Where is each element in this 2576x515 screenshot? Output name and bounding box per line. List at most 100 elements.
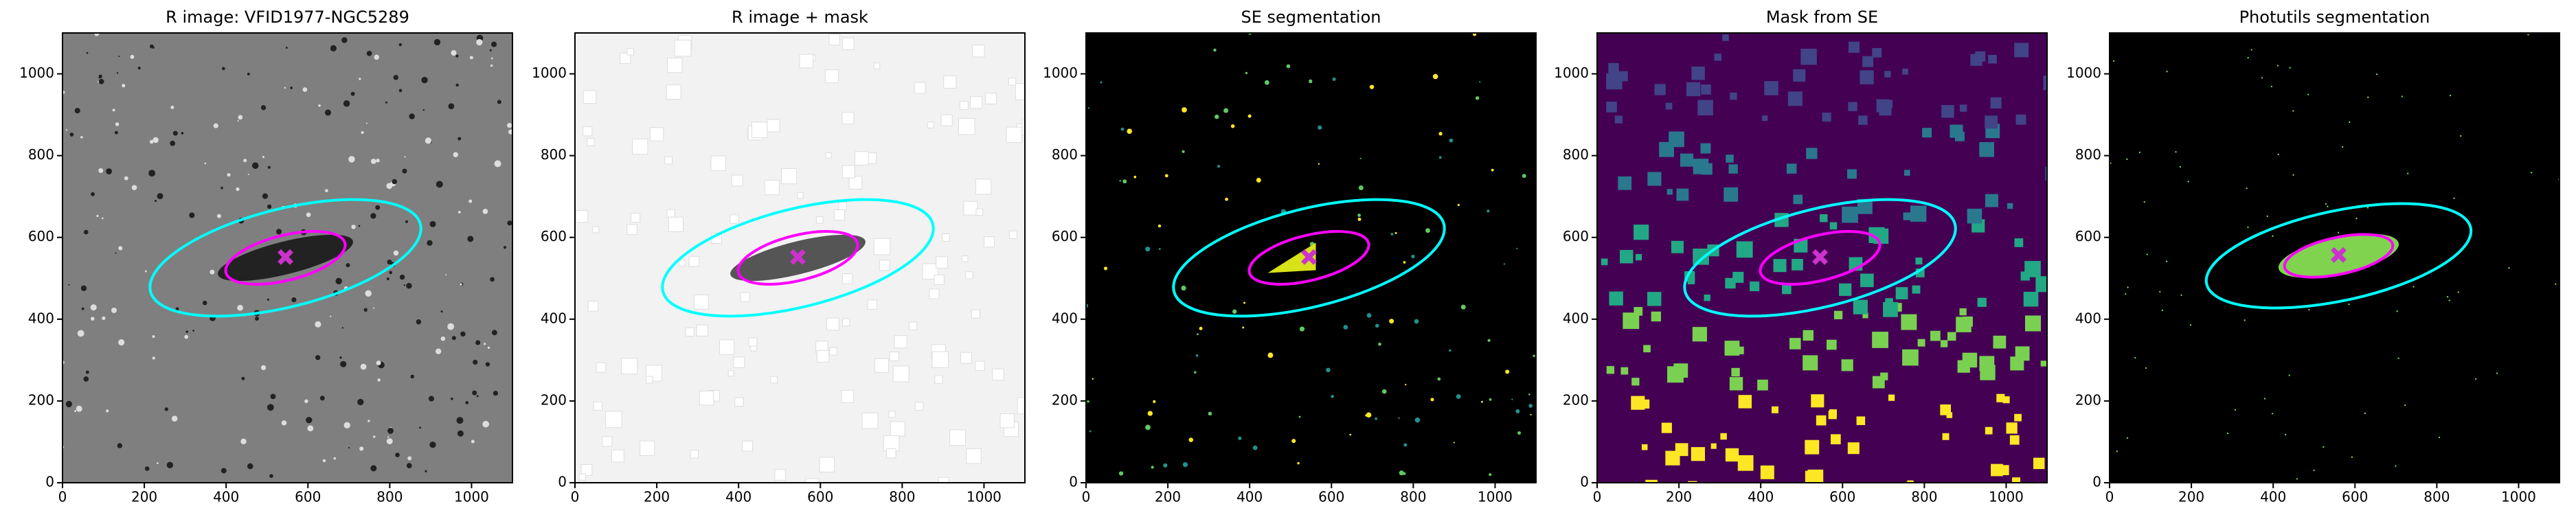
star xyxy=(460,283,462,286)
mask-patch xyxy=(1006,126,1023,144)
x-tick-label: 800 xyxy=(1400,489,1426,505)
segment xyxy=(1267,352,1274,358)
star xyxy=(144,270,147,273)
star xyxy=(319,396,325,401)
segment xyxy=(2146,253,2148,255)
x-tick-label: 0 xyxy=(58,489,67,505)
star xyxy=(483,343,486,345)
star xyxy=(341,327,344,329)
x-tick-label: 200 xyxy=(1155,489,1181,505)
segment xyxy=(2323,446,2325,448)
segment xyxy=(2406,172,2409,174)
mask-patch xyxy=(797,192,804,199)
segment xyxy=(1503,263,1506,265)
star xyxy=(341,37,348,43)
y-tick-label: 1000 xyxy=(1043,65,1078,81)
mask-patch xyxy=(668,216,684,232)
y-tick-label: 1000 xyxy=(2066,65,2101,81)
mask-patch xyxy=(1941,104,1954,118)
star xyxy=(365,122,368,124)
y-tick-label: 600 xyxy=(28,228,54,244)
aperture-ellipse xyxy=(224,230,347,286)
mask-patch xyxy=(1910,205,1927,222)
star xyxy=(157,193,163,200)
star xyxy=(114,130,118,135)
mask-patch xyxy=(688,255,700,267)
segment xyxy=(2244,319,2246,321)
mask-patch xyxy=(742,440,753,452)
mask-patch xyxy=(593,401,603,411)
star xyxy=(130,54,135,59)
star xyxy=(118,246,123,251)
star xyxy=(65,129,68,131)
mask-patch xyxy=(667,57,683,73)
star xyxy=(455,83,459,87)
star xyxy=(262,193,269,199)
y-tick-label: 0 xyxy=(45,474,54,490)
segment xyxy=(2366,207,2369,209)
star xyxy=(373,435,376,438)
segment xyxy=(1425,228,1430,233)
mask-patch xyxy=(781,168,798,185)
mask-patch xyxy=(1654,84,1666,95)
mask-patch xyxy=(2045,166,2047,181)
star xyxy=(170,105,174,109)
star xyxy=(116,72,119,74)
mask-patch xyxy=(914,82,926,94)
mask-patch xyxy=(855,151,869,165)
star xyxy=(152,335,155,339)
star xyxy=(330,45,337,52)
star xyxy=(429,441,436,448)
x-tick-label: 800 xyxy=(1911,489,1937,505)
segment xyxy=(2351,456,2353,458)
segment xyxy=(1163,463,1168,468)
mask-patch xyxy=(1726,154,1734,163)
star xyxy=(436,181,443,188)
mask-patch xyxy=(2024,261,2041,277)
mask-patch xyxy=(848,176,863,190)
mask-patch xyxy=(829,347,838,356)
mask-patch xyxy=(940,114,953,126)
segment xyxy=(2112,60,2115,62)
mask-patch xyxy=(1620,250,1634,264)
star xyxy=(144,466,150,471)
center-marker xyxy=(790,249,806,265)
y-tick-label: 400 xyxy=(541,310,567,326)
segment xyxy=(1247,114,1252,118)
mask-patch xyxy=(1730,92,1737,100)
star xyxy=(267,204,272,209)
star xyxy=(98,74,102,78)
mask-patch xyxy=(949,429,967,446)
segment xyxy=(2276,65,2279,67)
mask-patch xyxy=(626,224,637,236)
mask-patch xyxy=(841,318,850,327)
mask-patch xyxy=(975,179,992,195)
y-tick-label: 600 xyxy=(1563,228,1589,244)
y-tick-label: 0 xyxy=(1580,474,1589,490)
panel-image xyxy=(575,33,1025,483)
star xyxy=(476,38,483,46)
segment xyxy=(1199,326,1203,330)
mask-patch xyxy=(1691,447,1705,461)
mask-patch xyxy=(1988,54,1997,64)
star xyxy=(90,304,97,311)
mask-patch xyxy=(1940,340,1948,347)
mask-patch xyxy=(1793,194,1803,205)
mask-patch xyxy=(1693,249,1709,265)
star xyxy=(453,152,459,157)
segment xyxy=(1182,150,1185,153)
star xyxy=(340,360,347,367)
mask-patch xyxy=(1879,102,1892,116)
segment xyxy=(1092,378,1094,380)
star xyxy=(247,463,253,470)
star xyxy=(490,277,495,282)
segment xyxy=(1182,107,1187,113)
y-tick-label: 1000 xyxy=(19,65,54,81)
star xyxy=(447,323,455,330)
segment xyxy=(1242,326,1245,329)
segment xyxy=(1457,203,1460,207)
segment xyxy=(1403,472,1406,475)
segment xyxy=(1182,462,1188,468)
mask-patch xyxy=(632,138,648,155)
mask-patch xyxy=(841,165,855,179)
